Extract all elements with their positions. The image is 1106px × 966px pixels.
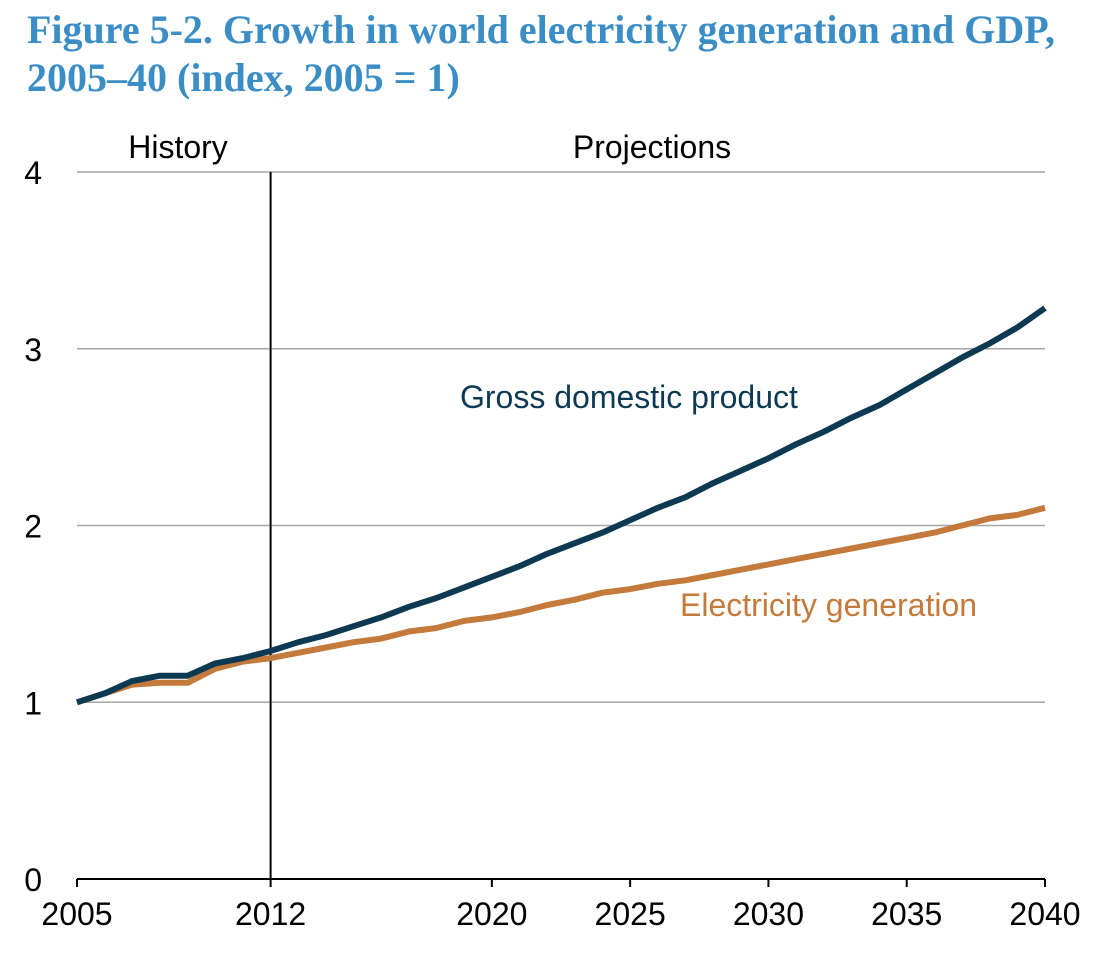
- history-label: History: [128, 129, 228, 165]
- chart-title: Figure 5-2. Growth in world electricity …: [27, 7, 1056, 100]
- x-tick-label: 2005: [41, 896, 112, 932]
- x-tick-label: 2030: [733, 896, 804, 932]
- y-tick-label: 4: [24, 155, 42, 191]
- y-tick-label: 2: [24, 509, 42, 545]
- x-tick-label: 2025: [595, 896, 666, 932]
- series-label: Electricity generation: [680, 587, 977, 623]
- x-tick-label: 2035: [871, 896, 942, 932]
- x-tick-label: 2012: [235, 896, 306, 932]
- y-tick-label: 1: [24, 685, 42, 721]
- series-label: Gross domestic product: [460, 379, 798, 415]
- x-tick-label: 2040: [1009, 896, 1080, 932]
- x-tick-label: 2020: [456, 896, 527, 932]
- y-tick-label: 0: [24, 862, 42, 898]
- y-tick-label: 3: [24, 332, 42, 368]
- series-line-electricity-generation: [76, 504, 1046, 706]
- series-line-gross-domestic-product: [76, 305, 1047, 706]
- projections-label: Projections: [573, 129, 731, 165]
